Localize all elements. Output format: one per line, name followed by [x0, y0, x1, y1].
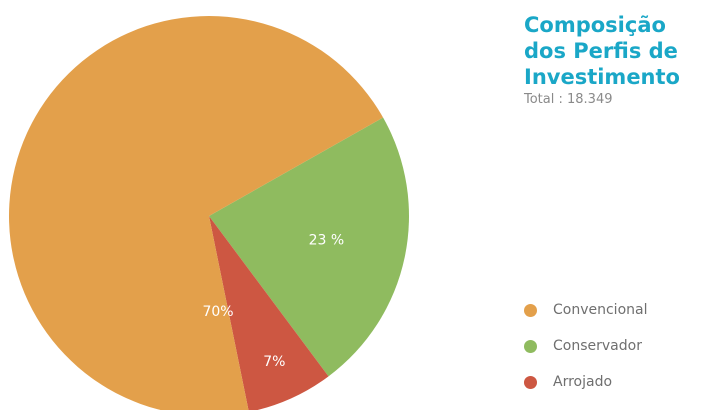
- slice-label-arrojado: 7%: [263, 354, 285, 370]
- pie-slice-conservador: [209, 117, 409, 377]
- legend-swatch-conservador: [524, 339, 537, 353]
- legend-item-arrojado: Arrojado: [524, 370, 647, 394]
- legend-label-conservador: Conservador: [553, 338, 642, 354]
- chart-title-line-1: Composição: [524, 13, 666, 37]
- legend-item-conservador: Conservador: [524, 334, 647, 358]
- legend-label-convencional: Convencional: [553, 302, 648, 318]
- legend-swatch-arrojado: [524, 375, 537, 389]
- slice-label-conservador: 23 %: [309, 233, 345, 249]
- pie-slice-convencional: [9, 16, 384, 410]
- pie-slices: [9, 16, 409, 410]
- chart-subtitle-total: Total : 18.349: [524, 92, 613, 107]
- legend-item-convencional: Convencional: [524, 298, 647, 322]
- legend-label-arrojado: Arrojado: [553, 374, 613, 390]
- legend-swatch-convencional: [524, 303, 537, 317]
- pie-slice-arrojado: [209, 216, 329, 410]
- slice-label-convencional: 70%: [202, 304, 233, 320]
- pie-slice-labels: 23 % 7% 70%: [202, 233, 344, 370]
- chart-title-line-3: Investimento: [524, 65, 680, 89]
- chart-title: Composição dos Perfis de Investimento: [524, 12, 700, 90]
- chart-legend: Convencional Conservador Arrojado: [524, 298, 647, 406]
- chart-title-line-2: dos Perfis de: [524, 39, 678, 63]
- pie-chart: 23 % 7% 70%: [9, 16, 409, 410]
